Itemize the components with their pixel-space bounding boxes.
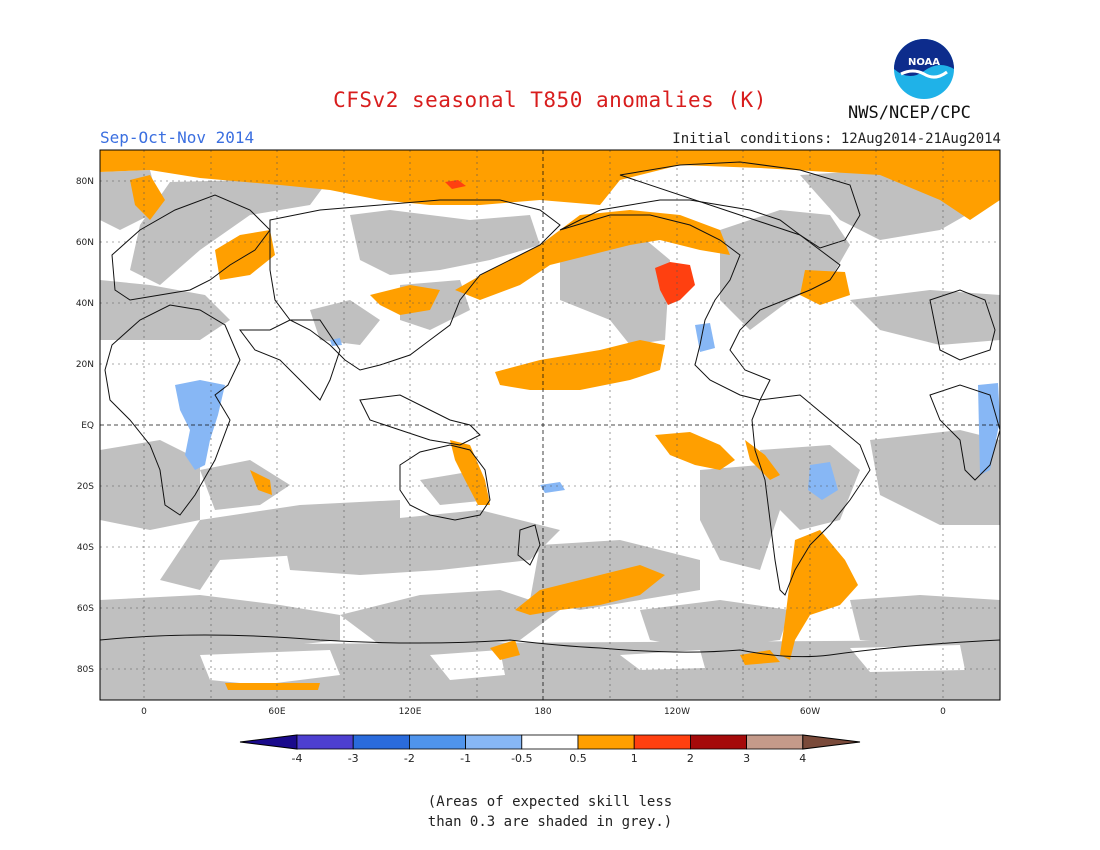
lat-label: EQ: [81, 421, 94, 431]
lon-label: 60W: [800, 707, 820, 717]
initial-conditions-label: Initial conditions: 12Aug2014-21Aug2014: [672, 131, 1001, 147]
lon-label: 0: [141, 707, 147, 717]
colorbar-label: 1: [631, 752, 638, 765]
colorbar-swatch: [746, 734, 804, 750]
colorbar-swatch: [690, 734, 748, 750]
warm-anomaly-red-areas: [445, 180, 695, 305]
colorbar-arrow-right: [802, 734, 861, 750]
colorbar-arrow-left: [239, 734, 298, 750]
colorbar-label: 2: [687, 752, 694, 765]
lat-label: 20S: [77, 482, 94, 492]
lat-label: 40S: [77, 543, 94, 553]
lon-label: 120E: [399, 707, 422, 717]
map-border: [99, 149, 1001, 701]
lon-label: 60E: [268, 707, 285, 717]
lat-label: 60S: [77, 604, 94, 614]
colorbar-label: -1: [460, 752, 471, 765]
lat-label: 20N: [76, 360, 94, 370]
longitude-labels: 0 60E 120E 180 120W 60W 0: [141, 707, 946, 717]
lon-label: 120W: [664, 707, 690, 717]
lon-label: 0: [940, 707, 946, 717]
colorbar-swatch: [408, 734, 466, 750]
lon-label: 180: [534, 707, 551, 717]
season-label: Sep-Oct-Nov 2014: [100, 128, 255, 147]
noaa-logo-icon: NOAA: [894, 39, 954, 99]
colorbar-swatch: [633, 734, 691, 750]
colorbar: -4 -3 -2 -1 -0.5 0.5 1 2 3 4: [239, 734, 861, 765]
colorbar-label: -0.5: [511, 752, 532, 765]
colorbar-label: 0.5: [569, 752, 587, 765]
lat-label: 80S: [77, 665, 94, 675]
colorbar-swatch: [521, 734, 579, 750]
skill-note-line-1: (Areas of expected skill less: [427, 794, 673, 810]
colorbar-swatch: [352, 734, 410, 750]
chart-title: CFSv2 seasonal T850 anomalies (K): [333, 88, 767, 112]
colorbar-label: 3: [743, 752, 750, 765]
colorbar-label: -4: [292, 752, 303, 765]
graticule: [100, 150, 1000, 700]
colorbar-label: -3: [348, 752, 359, 765]
colorbar-swatch: [296, 734, 354, 750]
lat-label: 40N: [76, 299, 94, 309]
colorbar-swatch: [577, 734, 635, 750]
lat-label: 60N: [76, 238, 94, 248]
colorbar-swatch: [465, 734, 523, 750]
lat-label: 80N: [76, 177, 94, 187]
map-layers: [100, 150, 1000, 700]
polar-white-areas: [200, 645, 965, 685]
skill-note-line-2: than 0.3 are shaded in grey.): [427, 814, 673, 830]
skill-note: (Areas of expected skill less than 0.3 a…: [0, 792, 1100, 832]
colorbar-label: 4: [799, 752, 806, 765]
agency-label: NWS/NCEP/CPC: [848, 103, 971, 123]
coastlines: [100, 161, 1000, 658]
latitude-labels: 80N 60N 40N 20N EQ 20S 40S 60S 80S: [76, 177, 94, 675]
colorbar-label: -2: [404, 752, 415, 765]
logo-text: NOAA: [908, 57, 940, 68]
